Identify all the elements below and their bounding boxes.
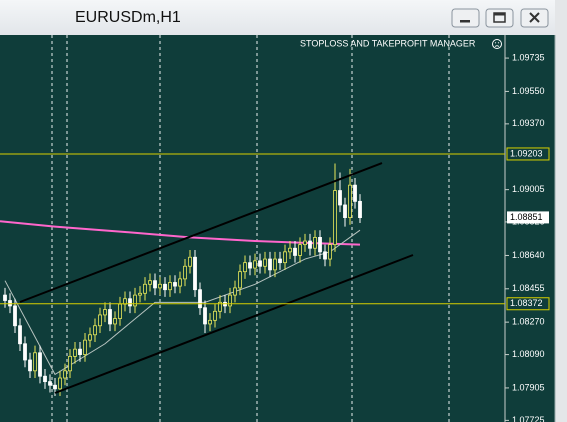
- candle-body: [43, 375, 47, 383]
- candle-body: [188, 256, 192, 267]
- candle-body: [278, 258, 282, 264]
- candle-body: [73, 348, 77, 357]
- y-tick-label: 1.08090: [512, 349, 545, 359]
- candle-body: [163, 283, 167, 291]
- candle-body: [218, 301, 222, 312]
- candle-body: [338, 190, 342, 206]
- candle-body: [228, 294, 232, 307]
- y-tick-label: 1.07725: [512, 415, 545, 422]
- candle-body: [233, 287, 237, 296]
- candle-body: [308, 240, 312, 249]
- candle-body: [128, 298, 132, 307]
- candle-body: [23, 343, 27, 361]
- y-tick-label: 1.08640: [512, 250, 545, 260]
- candle-body: [168, 282, 172, 291]
- candle-body: [158, 283, 162, 289]
- candle-body: [63, 370, 67, 379]
- level-label: 1.08372: [510, 298, 543, 308]
- candle-body: [358, 200, 362, 218]
- candle-body: [113, 318, 117, 325]
- current-price-box: [507, 211, 549, 224]
- y-tick-label: 1.08270: [512, 317, 545, 327]
- candle-body: [273, 258, 277, 271]
- candle-body: [173, 282, 177, 287]
- candle-body: [13, 305, 17, 327]
- candle-body: [178, 278, 182, 287]
- candle-body: [58, 377, 62, 390]
- candle-body: [293, 247, 297, 256]
- candle-body: [198, 289, 202, 309]
- candle-body: [8, 300, 12, 307]
- candle-body: [258, 260, 262, 267]
- restore-button[interactable]: [485, 8, 514, 28]
- candle-body: [203, 307, 207, 325]
- candle-body: [98, 314, 102, 327]
- candle-body: [143, 283, 147, 294]
- candle-body: [118, 303, 122, 319]
- candle-body: [323, 251, 327, 260]
- y-tick-label: 1.09370: [512, 118, 545, 128]
- candle-body: [318, 237, 322, 253]
- candle-body: [88, 334, 92, 341]
- status-icon: [492, 39, 502, 49]
- candle-body: [68, 355, 72, 372]
- candle-body: [263, 258, 267, 267]
- candle-body: [298, 244, 302, 256]
- y-tick-label: 1.09550: [512, 86, 545, 96]
- y-tick-label: 1.07905: [512, 382, 545, 392]
- candle-body: [53, 384, 57, 390]
- chart-background: [0, 35, 555, 422]
- candle-body: [133, 294, 137, 307]
- y-tick-label: 1.08455: [512, 283, 545, 293]
- trend-line: [54, 254, 414, 394]
- candle-body: [153, 280, 157, 289]
- close-button[interactable]: [520, 8, 549, 28]
- candle-body: [78, 348, 82, 355]
- candle-body: [3, 294, 7, 301]
- level-label-box: [506, 147, 550, 161]
- candle-body: [48, 381, 52, 386]
- candle-body: [353, 184, 357, 202]
- candle-body: [268, 258, 272, 271]
- candle-body: [83, 339, 87, 355]
- minimize-button[interactable]: [451, 8, 480, 28]
- candle-body: [238, 271, 242, 289]
- current-price-label: 1.08851: [510, 212, 543, 222]
- candle-body: [313, 237, 317, 249]
- window-title: EURUSDm,H1: [75, 9, 181, 26]
- candle-body: [33, 352, 37, 372]
- overlay-title: STOPLOSS AND TAKEPROFIT MANAGER: [300, 38, 476, 48]
- trend-line: [19, 162, 383, 303]
- candle-body: [93, 325, 97, 336]
- plot-area: [0, 35, 450, 422]
- candle-body: [288, 247, 292, 253]
- candle-body: [303, 240, 307, 246]
- candle-body: [208, 319, 212, 325]
- level-label-box: [506, 297, 550, 311]
- level-label: 1.09203: [510, 148, 543, 158]
- candle-body: [148, 280, 152, 285]
- window-frame: [555, 0, 567, 422]
- candle-body: [328, 244, 332, 260]
- candle-body: [248, 262, 252, 269]
- candle-body: [283, 251, 287, 264]
- candle-body: [333, 190, 337, 246]
- candle-body: [138, 292, 142, 296]
- candle-body: [343, 204, 347, 218]
- y-tick-label: 1.09735: [512, 52, 545, 62]
- candle-body: [38, 352, 42, 377]
- candle-body: [183, 265, 187, 280]
- candle-body: [193, 256, 197, 291]
- candle-body: [243, 262, 247, 273]
- candle-body: [18, 325, 22, 345]
- candle-body: [108, 309, 112, 325]
- candle-body: [348, 184, 352, 218]
- candle-body: [253, 260, 257, 269]
- candle-body: [28, 359, 32, 372]
- candle-body: [213, 310, 217, 321]
- candle-body: [103, 309, 107, 316]
- y-tick-label: 1.09005: [512, 184, 545, 194]
